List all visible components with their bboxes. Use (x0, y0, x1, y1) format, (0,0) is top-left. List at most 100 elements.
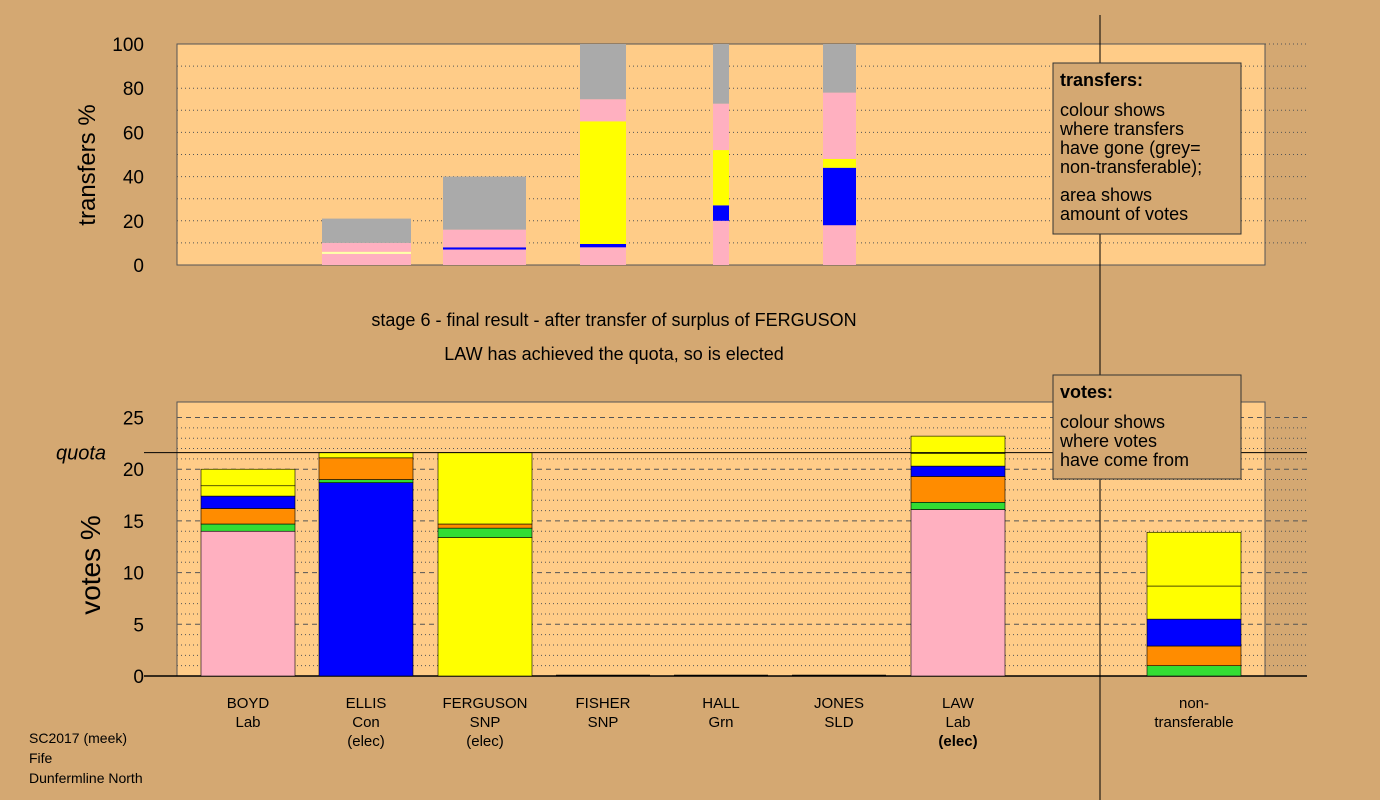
status-text: LAW has achieved the quota, so is electe… (444, 344, 784, 364)
candidate-party: SNP (470, 714, 501, 731)
transfer-segment (443, 249, 526, 265)
vote-segment (437, 527, 533, 538)
transfer-segment (580, 44, 626, 100)
footer-line: Fife (29, 750, 53, 766)
transfers-legend-line: non-transferable); (1060, 157, 1202, 177)
vote-segment (200, 530, 296, 677)
vote-segment (200, 508, 296, 525)
votes-legend-line: where votes (1059, 431, 1157, 451)
y-tick-label: 0 (133, 256, 144, 277)
candidate-status: (elec) (347, 733, 385, 750)
votes-legend: votes: colour shows where votes have com… (1052, 374, 1242, 480)
candidate-name: BOYD (227, 695, 270, 712)
vote-segment (318, 479, 414, 483)
vote-segment (437, 537, 533, 677)
y-tick-label: 20 (123, 460, 144, 481)
transfer-segment (823, 225, 856, 265)
transfers-legend-line: have gone (grey= (1060, 138, 1201, 158)
candidate-party: Con (352, 714, 380, 731)
transfer-segment (580, 99, 626, 122)
transfer-segment (443, 247, 526, 250)
vote-segment (318, 482, 414, 677)
transfers-legend-line: area shows (1060, 185, 1152, 205)
votes-legend-line: colour shows (1060, 412, 1165, 432)
transfers-y-axis-label: transfers % (74, 104, 101, 225)
y-tick-label: 15 (123, 512, 144, 533)
transfers-y-ticks: 0 20 40 60 80 100 (112, 35, 144, 277)
transfer-segment (580, 247, 626, 265)
vote-segment (910, 501, 1006, 510)
transfers-legend-line: where transfers (1059, 119, 1184, 139)
transfer-segment (823, 167, 856, 226)
votes-legend-title: votes: (1060, 382, 1113, 402)
transfer-segment (580, 244, 626, 248)
transfer-segment (443, 176, 526, 230)
vote-segment (910, 435, 1006, 454)
y-tick-label: 60 (123, 123, 144, 144)
footer-line: Dunfermline North (29, 770, 143, 786)
transfer-segment (580, 121, 626, 245)
vote-segment (318, 452, 414, 459)
transfers-legend-title: transfers: (1060, 70, 1143, 90)
votes-y-axis-label: votes % (75, 515, 106, 615)
votes-y-ticks: 0 5 10 15 20 25 (123, 409, 144, 688)
candidate-name: ELLIS (346, 695, 387, 712)
transfer-segment (823, 44, 856, 93)
vote-segment (318, 457, 414, 480)
y-tick-label: 5 (133, 615, 144, 636)
y-tick-label: 20 (123, 212, 144, 233)
y-tick-label: 100 (112, 35, 144, 56)
y-tick-label: 40 (123, 168, 144, 189)
candidate-status: (elec) (466, 733, 504, 750)
stage-text: stage 6 - final result - after transfer … (371, 310, 856, 330)
transfer-segment (823, 92, 856, 159)
candidate-party: transferable (1154, 714, 1233, 731)
vote-segment (1146, 585, 1242, 620)
y-tick-label: 0 (133, 667, 144, 688)
transfer-segment (713, 205, 729, 221)
vote-segment (1146, 645, 1242, 666)
candidate-party: SLD (824, 714, 853, 731)
candidate-name: LAW (942, 695, 975, 712)
vote-segment (910, 476, 1006, 503)
y-tick-label: 25 (123, 409, 144, 430)
transfer-segment (322, 251, 411, 254)
candidate-name: non- (1179, 695, 1209, 712)
transfer-segment (713, 220, 729, 265)
vote-segment (910, 509, 1006, 677)
transfer-segment (443, 229, 526, 248)
vote-segment (200, 468, 296, 487)
candidate-party: Lab (945, 714, 970, 731)
vote-segment (1146, 618, 1242, 647)
candidate-labels: BOYD Lab ELLIS Con (elec) FERGUSON SNP (elec) FI… (227, 695, 1234, 750)
y-tick-label: 10 (123, 564, 144, 585)
quota-label: quota (56, 443, 106, 465)
vote-segment (1146, 665, 1242, 677)
vote-segment (200, 523, 296, 532)
transfer-segment (322, 218, 411, 243)
transfer-segment (713, 44, 729, 104)
transfers-legend-line: amount of votes (1060, 204, 1188, 224)
candidate-name: FISHER (575, 695, 630, 712)
transfer-segment (322, 242, 411, 252)
vote-segment (910, 465, 1006, 477)
candidate-name: FERGUSON (442, 695, 527, 712)
footer-line: SC2017 (meek) (29, 730, 127, 746)
votes-legend-line: have come from (1060, 450, 1189, 470)
candidate-party: Lab (235, 714, 260, 731)
transfers-legend-line: colour shows (1060, 100, 1165, 120)
vote-segment (910, 453, 1006, 467)
vote-segment (200, 485, 296, 497)
transfer-segment (823, 158, 856, 168)
votes-bars (200, 435, 1242, 677)
transfers-legend: transfers: colour shows where transfers … (1052, 62, 1242, 235)
candidate-party: Grn (708, 714, 733, 731)
candidate-status: (elec) (938, 733, 977, 750)
vote-segment (200, 495, 296, 509)
transfer-segment (713, 150, 729, 206)
candidate-party: SNP (588, 714, 619, 731)
vote-segment (437, 452, 533, 525)
transfer-segment (713, 103, 729, 151)
transfers-bars (322, 44, 856, 265)
